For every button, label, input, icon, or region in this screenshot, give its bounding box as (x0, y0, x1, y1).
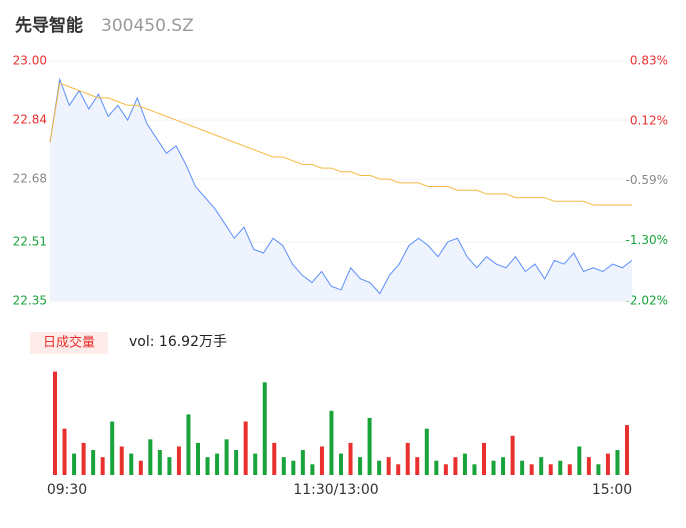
volume-bar (348, 442, 353, 475)
average-line (49, 82, 632, 206)
volume-bar (472, 464, 477, 475)
volume-bar (91, 450, 96, 475)
volume-bar (558, 460, 563, 475)
volume-bar (81, 442, 86, 475)
volume-bar (215, 453, 220, 475)
volume-bar (405, 442, 410, 475)
volume-bar (339, 453, 343, 475)
volume-total: vol: 16.92万手 (129, 334, 227, 350)
volume-bar (567, 464, 572, 475)
volume-button-bg[interactable] (30, 332, 108, 354)
volume-bar (605, 453, 610, 475)
volume-bar (529, 464, 534, 475)
volume-bar (281, 457, 286, 475)
volume-bar (462, 453, 467, 475)
y2-tick-label: -1.30% (626, 233, 668, 247)
y2-tick-label: -0.59% (626, 173, 668, 187)
volume-bar (310, 464, 315, 475)
volume-bar (138, 460, 143, 475)
volume-bar (482, 442, 486, 475)
volume-bar (415, 457, 420, 475)
volume-bar (377, 460, 382, 475)
volume-bar (243, 421, 248, 475)
y-tick-label: 22.35 (13, 294, 47, 308)
volume-bar (205, 457, 210, 475)
volume-bar (510, 435, 515, 475)
volume-bar (100, 457, 105, 475)
volume-bar (234, 450, 239, 475)
volume-bar (424, 428, 429, 475)
volume-bar (491, 460, 496, 475)
volume-bar (224, 439, 229, 475)
volume-bar (586, 457, 591, 475)
volume-bar (196, 442, 200, 475)
volume-bar (53, 371, 57, 475)
volume-bar (319, 446, 324, 475)
volume-bar (501, 457, 506, 475)
price-area (50, 79, 632, 301)
volume-bar (520, 460, 525, 475)
volume-bar (329, 410, 334, 475)
x-tick-label: 09:30 (47, 482, 87, 498)
volume-bar (300, 450, 305, 475)
x-tick-label: 11:30/13:00 (293, 482, 378, 498)
y-tick-label: 23.00 (13, 54, 47, 68)
y-tick-label: 22.84 (13, 113, 47, 127)
volume-bar (186, 414, 191, 475)
y-tick-label: 22.68 (13, 172, 47, 186)
volume-bar (596, 464, 601, 475)
volume-bar (434, 460, 439, 475)
y2-tick-label: -2.02% (626, 294, 668, 308)
price-line (49, 77, 633, 295)
y2-tick-label: 0.83% (630, 54, 668, 68)
stock-name: 先导智能 (15, 15, 83, 36)
volume-bar (453, 457, 458, 475)
y-tick-label: 22.51 (13, 234, 47, 248)
volume-bar (548, 464, 553, 475)
volume-bar (148, 439, 153, 475)
volume-bar (358, 457, 363, 475)
volume-bar (72, 453, 77, 475)
x-tick-label: 15:00 (592, 482, 632, 498)
volume-bar (272, 442, 277, 475)
volume-bar (615, 450, 620, 475)
stock-code: 300450.SZ (101, 16, 194, 36)
volume-bar (176, 446, 181, 475)
volume-bar (367, 417, 372, 475)
volume-bar (110, 421, 115, 475)
volume-bar (625, 425, 629, 475)
volume-bar (443, 464, 448, 475)
volume-bar (577, 446, 582, 475)
y2-tick-label: 0.12% (630, 113, 668, 127)
volume-bar (262, 382, 267, 475)
volume-bar (129, 453, 134, 475)
volume-bar (253, 453, 258, 475)
volume-bar (291, 460, 296, 475)
volume-bar (157, 450, 162, 475)
volume-bar (386, 457, 391, 475)
volume-bar (539, 457, 544, 475)
volume-button[interactable]: 日成交量 (43, 335, 95, 351)
volume-bar (396, 464, 401, 475)
volume-bar (167, 457, 172, 475)
volume-bar (119, 446, 124, 475)
volume-bar (62, 428, 67, 475)
